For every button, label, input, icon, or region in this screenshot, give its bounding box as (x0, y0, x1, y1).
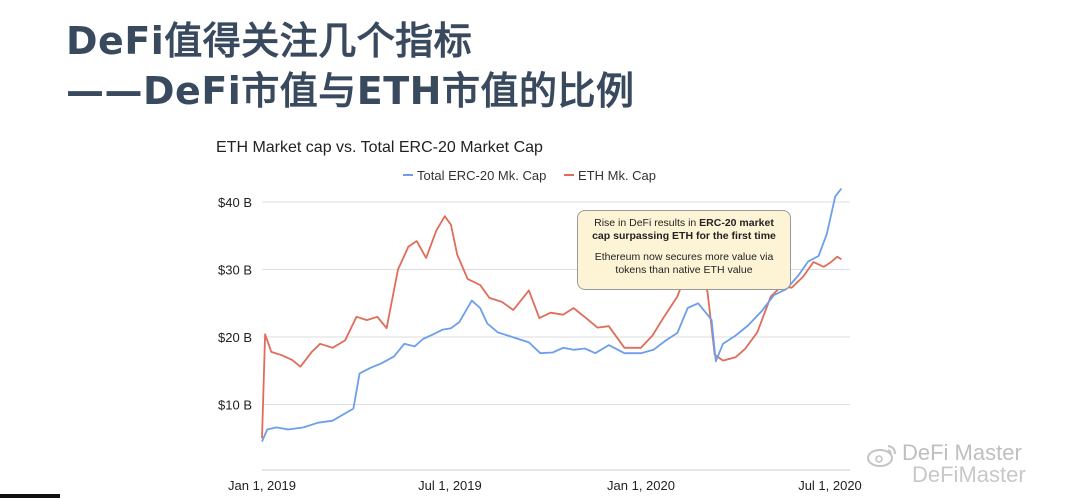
y-tick-label: $40 B (218, 195, 252, 210)
series-lines (261, 187, 843, 442)
series-line-erc20 (261, 187, 843, 442)
chart-annotation: Rise in DeFi results in ERC-20 market ca… (577, 210, 791, 290)
annotation-text-secondary: Ethereum now secures more value via toke… (594, 251, 774, 276)
x-tick-label: Jul 1, 2019 (418, 478, 482, 493)
chart-legend: Total ERC-20 Mk. Cap ETH Mk. Cap (403, 168, 656, 183)
watermark-line2: DeFiMaster (912, 462, 1026, 487)
slide-title-line2: ——DeFi市值与ETH市值的比例 (66, 69, 635, 113)
weibo-icon (867, 445, 896, 467)
grid-lines (262, 201, 850, 471)
x-tick-label: Jan 1, 2020 (607, 478, 675, 493)
annotation-text-plain: Rise in DeFi results in (594, 217, 700, 229)
y-axis-ticks: $10 B $20 B $30 B $40 B (218, 195, 252, 413)
legend-label-erc20: Total ERC-20 Mk. Cap (417, 168, 546, 183)
corner-bar (0, 494, 60, 498)
legend-label-eth: ETH Mk. Cap (578, 168, 656, 183)
x-axis-ticks: Jan 1, 2019 Jul 1, 2019 Jan 1, 2020 Jul 1, … (228, 478, 862, 493)
x-tick-label: Jul 1, 2020 (798, 478, 862, 493)
chart-title: ETH Market cap vs. Total ERC-20 Market C… (216, 139, 543, 156)
series-line-eth (261, 215, 842, 439)
x-tick-label: Jan 1, 2019 (228, 478, 296, 493)
annotation-text-bold: ERC-20 market cap surpassing ETH for the… (592, 217, 776, 242)
watermark: DeFi Master DeFiMaster (866, 438, 1071, 494)
y-tick-label: $20 B (218, 330, 252, 345)
y-tick-label: $10 B (218, 398, 252, 413)
y-tick-label: $30 B (218, 263, 252, 278)
watermark-line1: DeFi Master (902, 440, 1022, 465)
slide-title: DeFi值得关注几个指标 ——DeFi市值与ETH市值的比例 (66, 16, 634, 116)
slide-title-line1: DeFi值得关注几个指标 (66, 19, 473, 63)
